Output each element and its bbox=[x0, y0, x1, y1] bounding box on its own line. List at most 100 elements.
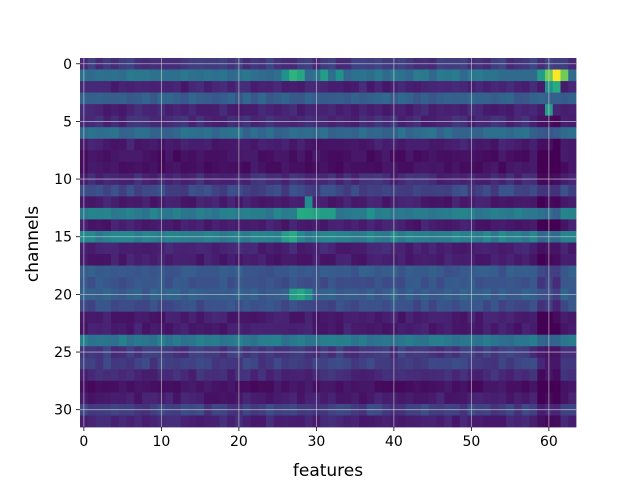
heatmap-cell bbox=[552, 92, 561, 105]
heatmap-cell bbox=[111, 323, 120, 336]
heatmap-cell bbox=[126, 138, 135, 151]
heatmap-cell bbox=[242, 415, 251, 428]
heatmap-cell bbox=[521, 219, 530, 232]
heatmap-cell bbox=[111, 300, 120, 313]
heatmap-cell bbox=[436, 242, 445, 255]
heatmap-cell bbox=[382, 334, 391, 347]
heatmap-cell bbox=[374, 219, 383, 232]
heatmap-cell bbox=[529, 81, 538, 93]
heatmap-cell bbox=[227, 207, 236, 220]
heatmap-cell bbox=[149, 196, 158, 209]
heatmap-cell bbox=[103, 196, 112, 209]
heatmap-cell bbox=[219, 242, 228, 255]
heatmap-cell bbox=[568, 104, 577, 117]
heatmap-cell bbox=[142, 92, 151, 105]
heatmap-cell bbox=[498, 69, 507, 82]
heatmap-cell bbox=[568, 184, 577, 197]
heatmap-cell bbox=[103, 92, 112, 105]
heatmap-cell bbox=[87, 127, 96, 140]
heatmap-cell bbox=[374, 242, 383, 255]
heatmap-cell bbox=[568, 265, 577, 278]
heatmap-cell bbox=[552, 127, 561, 140]
heatmap-cell bbox=[242, 207, 251, 220]
heatmap-cell bbox=[560, 196, 569, 209]
heatmap-cell bbox=[149, 69, 158, 82]
heatmap-cell bbox=[382, 127, 391, 140]
heatmap-cell bbox=[173, 254, 182, 266]
heatmap-cell bbox=[568, 311, 577, 324]
heatmap-cell bbox=[359, 415, 368, 428]
heatmap-cell bbox=[188, 415, 197, 428]
heatmap-cell bbox=[444, 357, 453, 370]
heatmap-cell bbox=[118, 138, 127, 151]
heatmap-cell bbox=[413, 380, 422, 393]
heatmap-cell bbox=[211, 277, 220, 290]
heatmap-cell bbox=[506, 242, 515, 255]
heatmap-cell bbox=[328, 242, 337, 255]
heatmap-cell bbox=[529, 69, 538, 82]
heatmap-cell bbox=[459, 254, 468, 266]
heatmap-cell bbox=[552, 415, 561, 428]
heatmap-cell bbox=[204, 92, 213, 105]
heatmap-cell bbox=[490, 242, 499, 255]
heatmap-cell bbox=[103, 150, 112, 163]
heatmap-cell bbox=[242, 161, 251, 174]
heatmap-cell bbox=[118, 254, 127, 266]
heatmap-cell bbox=[366, 242, 375, 255]
heatmap-cell bbox=[111, 138, 120, 151]
heatmap-cell bbox=[374, 104, 383, 117]
heatmap-cell bbox=[506, 92, 515, 105]
heatmap-cell bbox=[335, 277, 344, 290]
heatmap-cell bbox=[118, 150, 127, 163]
heatmap-cell bbox=[351, 311, 360, 324]
heatmap-cell bbox=[397, 138, 406, 151]
heatmap-cell bbox=[188, 380, 197, 393]
heatmap-cell bbox=[273, 242, 282, 255]
heatmap-cell bbox=[529, 127, 538, 140]
heatmap-cell bbox=[436, 207, 445, 220]
heatmap-cell bbox=[483, 69, 492, 82]
heatmap-cell bbox=[498, 392, 507, 405]
heatmap-cell bbox=[297, 357, 306, 370]
heatmap-cell bbox=[219, 92, 228, 105]
heatmap-cell bbox=[180, 219, 189, 232]
heatmap-cell bbox=[568, 323, 577, 336]
heatmap-cell bbox=[219, 300, 228, 313]
heatmap-cell bbox=[273, 127, 282, 140]
heatmap-cell bbox=[335, 254, 344, 266]
heatmap-cell bbox=[506, 311, 515, 324]
heatmap-cell bbox=[204, 300, 213, 313]
heatmap-cell bbox=[397, 265, 406, 278]
heatmap-cell bbox=[328, 300, 337, 313]
heatmap-cell bbox=[289, 127, 298, 140]
heatmap-cell bbox=[483, 323, 492, 336]
heatmap-cell bbox=[281, 380, 290, 393]
heatmap-cell bbox=[483, 380, 492, 393]
heatmap-cell bbox=[250, 311, 259, 324]
heatmap-cell bbox=[95, 300, 104, 313]
heatmap-cell bbox=[521, 265, 530, 278]
heatmap-cell bbox=[444, 196, 453, 209]
heatmap-cell bbox=[328, 415, 337, 428]
heatmap-cell bbox=[351, 380, 360, 393]
heatmap-cell bbox=[436, 277, 445, 290]
heatmap-cell bbox=[444, 104, 453, 117]
heatmap-cell bbox=[483, 311, 492, 324]
heatmap-cell bbox=[103, 207, 112, 220]
heatmap-cell bbox=[320, 104, 329, 117]
heatmap-cell bbox=[289, 219, 298, 232]
heatmap-cell bbox=[204, 196, 213, 209]
heatmap-cell bbox=[219, 265, 228, 278]
heatmap-cell bbox=[242, 104, 251, 117]
heatmap-cell bbox=[204, 265, 213, 278]
heatmap-cell bbox=[149, 92, 158, 105]
heatmap-cell bbox=[366, 92, 375, 105]
heatmap-cell bbox=[514, 369, 523, 382]
heatmap-cell bbox=[397, 357, 406, 370]
heatmap-cell bbox=[289, 92, 298, 105]
heatmap-cell bbox=[498, 219, 507, 232]
heatmap-cell bbox=[537, 196, 546, 209]
heatmap-cell bbox=[374, 311, 383, 324]
heatmap-cell bbox=[568, 369, 577, 382]
heatmap-cell bbox=[483, 161, 492, 174]
